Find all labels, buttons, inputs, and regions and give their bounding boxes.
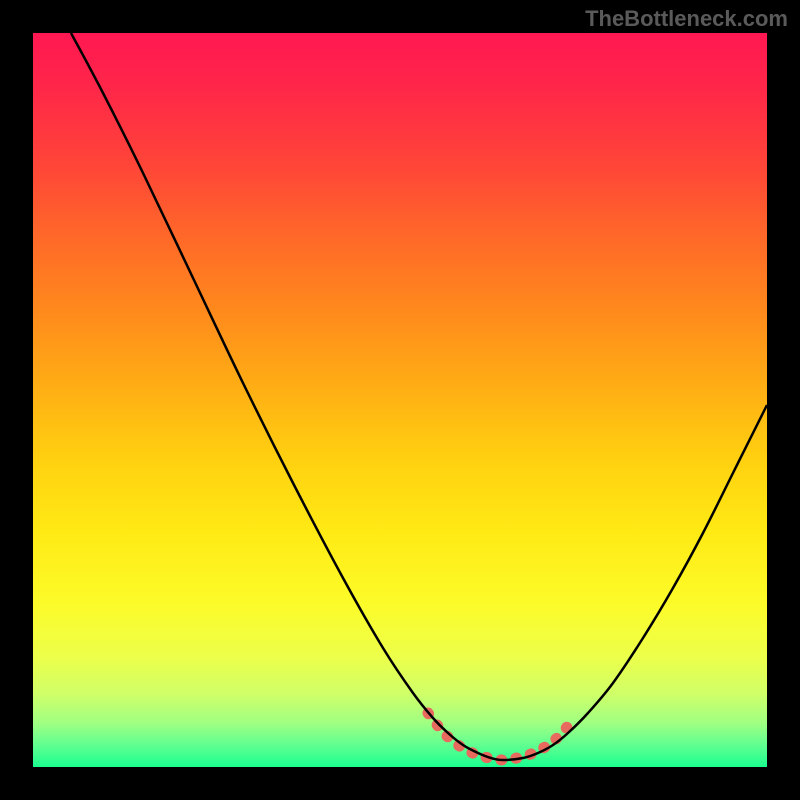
plot-area <box>33 33 767 767</box>
curve-layer <box>33 33 767 767</box>
marker-band <box>428 713 567 760</box>
bottleneck-curve <box>71 33 767 760</box>
watermark-text: TheBottleneck.com <box>585 6 788 32</box>
